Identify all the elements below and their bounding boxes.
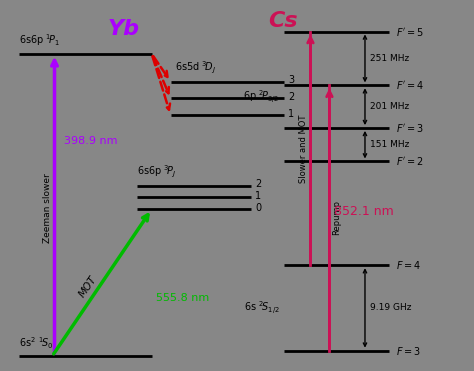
Text: 151 MHz: 151 MHz xyxy=(370,140,409,149)
Text: 6p $^2\!P_{3/2}$: 6p $^2\!P_{3/2}$ xyxy=(243,88,280,105)
Text: $F=3$: $F=3$ xyxy=(396,345,421,357)
Text: Cs: Cs xyxy=(268,11,298,31)
Text: $F'=5$: $F'=5$ xyxy=(396,26,424,37)
Text: 2: 2 xyxy=(288,92,294,102)
Text: $F'=3$: $F'=3$ xyxy=(396,122,424,134)
Text: 6s$^2$ $^1\!S_0$: 6s$^2$ $^1\!S_0$ xyxy=(19,335,54,351)
Text: 2: 2 xyxy=(255,179,261,189)
Text: 6s $^2\!S_{1/2}$: 6s $^2\!S_{1/2}$ xyxy=(244,299,280,316)
Text: Yb: Yb xyxy=(107,19,139,39)
Text: MOT: MOT xyxy=(77,274,99,299)
Text: $F'=2$: $F'=2$ xyxy=(396,155,424,167)
Text: 6s6p $^3\!P_J$: 6s6p $^3\!P_J$ xyxy=(137,164,177,180)
Text: 555.8 nm: 555.8 nm xyxy=(156,293,210,302)
Text: 9.19 GHz: 9.19 GHz xyxy=(370,303,411,312)
Text: Repump: Repump xyxy=(332,200,341,236)
Text: 0: 0 xyxy=(255,203,261,213)
Text: $F'=4$: $F'=4$ xyxy=(396,79,424,91)
Text: 3: 3 xyxy=(288,75,294,85)
Text: 6s5d $^3\!D_J$: 6s5d $^3\!D_J$ xyxy=(175,60,217,76)
Text: 6s6p $^1\!P_1$: 6s6p $^1\!P_1$ xyxy=(19,32,60,48)
Text: 398.9 nm: 398.9 nm xyxy=(64,136,118,146)
Text: 852.1 nm: 852.1 nm xyxy=(334,205,394,218)
Text: 1: 1 xyxy=(288,109,294,118)
Text: $F=4$: $F=4$ xyxy=(396,259,421,271)
Text: Slower and MOT: Slower and MOT xyxy=(299,114,308,183)
Text: 1: 1 xyxy=(255,191,261,201)
Text: Zeeman slower: Zeeman slower xyxy=(43,173,52,243)
Text: 201 MHz: 201 MHz xyxy=(370,102,409,111)
Text: 251 MHz: 251 MHz xyxy=(370,54,409,63)
